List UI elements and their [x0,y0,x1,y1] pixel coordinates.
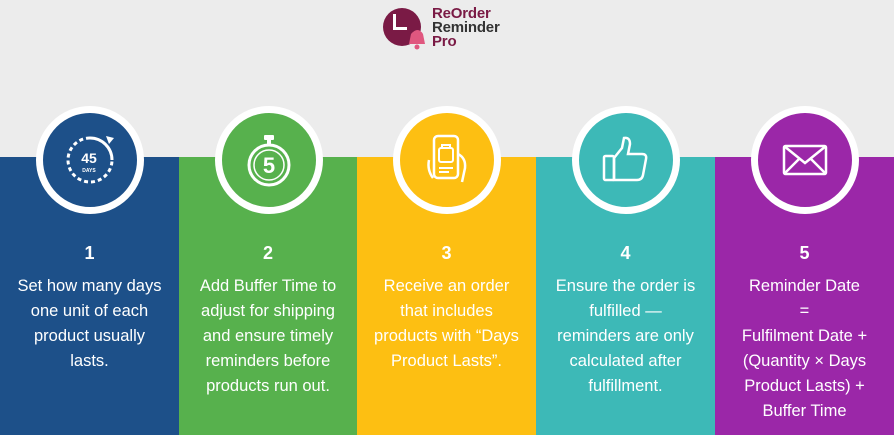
step-number: 2 [262,243,273,263]
brand-line-2: Reminder [432,19,500,36]
brand-name: ReOrder Reminder Pro [432,5,500,50]
desc-line: that includes [400,302,493,320]
brand-line-3: Pro [432,33,457,50]
step-icon-circle-3 [393,106,501,214]
desc-line: calculated after [569,352,682,370]
step-number: 3 [441,243,452,263]
brand-line-1: ReOrder [432,5,491,22]
step-icon-circle-4 [572,106,680,214]
step-description: Reminder Date = Fulfilment Date + (Quant… [719,274,890,424]
desc-line: Fulfilment Date + [741,327,868,345]
desc-line: Ensure the order is [555,277,696,295]
desc-line: Add Buffer Time to [199,277,337,295]
desc-line: fulfillment. [588,377,663,395]
desc-line: Product Lasts) + [744,377,865,395]
desc-line: one unit of each [30,302,149,320]
desc-line: Buffer Time [762,402,847,420]
clock-bell-icon [383,8,425,50]
step-number: 5 [799,243,810,263]
brand-logo: ReOrder Reminder Pro [381,4,521,54]
stopwatch-5-icon: 5 [247,135,291,187]
desc-line: Product Lasts”. [391,352,502,370]
desc-line: reminders before [205,352,331,370]
desc-line: (Quantity × Days [742,352,867,370]
desc-line: lasts. [70,352,109,370]
desc-line: products with “Days [374,327,519,345]
step-icon-circle-5 [751,106,859,214]
step-description: Ensure the order is fulfilled — reminder… [540,274,711,399]
desc-line: product usually [34,327,145,345]
desc-line: = [799,302,810,320]
envelope-icon [782,144,828,176]
desc-line: and ensure timely [202,327,334,345]
step-icon-circle-1: 45 DAYS [36,106,144,214]
desc-line: reminders are only [557,327,694,345]
step-description: Set how many days one unit of each produ… [4,274,175,374]
step-icon-circle-2: 5 [215,106,323,214]
phone-order-icon [427,134,467,183]
desc-line: Reminder Date [749,277,860,295]
desc-line: Set how many days [17,277,162,295]
desc-line: fulfilled — [589,302,662,320]
step-number: 1 [84,243,95,263]
countdown-45-days-icon: 45 DAYS [66,136,114,184]
step-description: Add Buffer Time to adjust for shipping a… [183,274,353,399]
thumbs-up-icon [602,136,648,182]
step-number: 4 [620,243,631,263]
desc-line: products run out. [206,377,330,395]
icon-sublabel: DAYS [82,168,96,174]
desc-line: adjust for shipping [201,302,335,320]
icon-number: 45 [81,150,97,166]
step-description: Receive an order that includes products … [361,274,532,374]
icon-number: 5 [263,153,275,178]
desc-line: Receive an order [383,277,510,295]
